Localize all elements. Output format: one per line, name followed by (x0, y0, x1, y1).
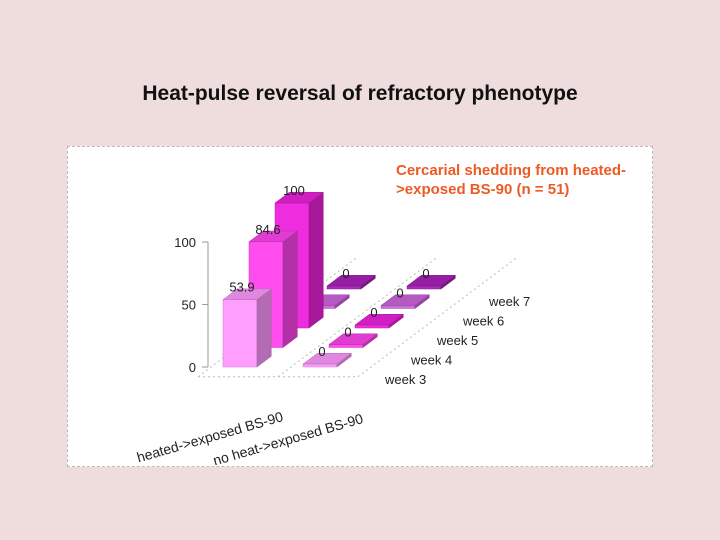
bar-value-label: 84.6 (255, 222, 280, 237)
value-axis-tick-label: 0 (189, 360, 196, 375)
bar-value-label: 100 (283, 183, 305, 198)
floor-grid-line (277, 257, 437, 378)
chart-title: Cercarial shedding from heated->exposed … (396, 162, 627, 198)
bar-value-label: 0 (344, 325, 351, 340)
bar-value-label: 0 (370, 305, 377, 320)
bar-top (354, 314, 405, 326)
bar-top (406, 275, 457, 287)
bar-side (282, 230, 298, 348)
bar-side (256, 288, 272, 368)
bar-value-label: 0 (422, 266, 429, 281)
bar-top (326, 275, 377, 287)
series-label: week 5 (436, 333, 478, 348)
value-axis-tick-label: 50 (182, 298, 196, 313)
bar-top (248, 230, 299, 243)
series-label: week 4 (410, 353, 452, 368)
bar-top (274, 192, 325, 204)
bar-top (302, 353, 353, 365)
bar-value-label: 53.9 (229, 280, 254, 295)
bar-front (222, 299, 258, 368)
category-label: heated->exposed BS-90 (135, 408, 285, 465)
bar-value-label: 0 (342, 266, 349, 281)
bar-front (326, 285, 362, 290)
floor-grid-line (357, 257, 517, 378)
bar-top (328, 333, 379, 345)
bar-front (302, 363, 338, 368)
series-label: week 7 (488, 294, 530, 309)
floor-grid-line (197, 257, 357, 378)
bar-side (308, 191, 324, 329)
bar-value-label: 0 (396, 286, 403, 301)
value-axis-tick-label: 100 (174, 235, 196, 250)
series-label: week 6 (462, 314, 504, 329)
bar-top (222, 288, 273, 300)
bar-value-label: 0 (318, 344, 325, 359)
bar-front (406, 285, 442, 290)
bar-top (380, 294, 431, 306)
category-label: no heat->exposed BS-90 (211, 410, 365, 468)
slide-title: Heat-pulse reversal of refractory phenot… (142, 82, 578, 105)
bar-front (380, 305, 416, 309)
bar-front (328, 344, 364, 348)
series-label: week 3 (384, 372, 426, 387)
bar-front (354, 324, 390, 329)
